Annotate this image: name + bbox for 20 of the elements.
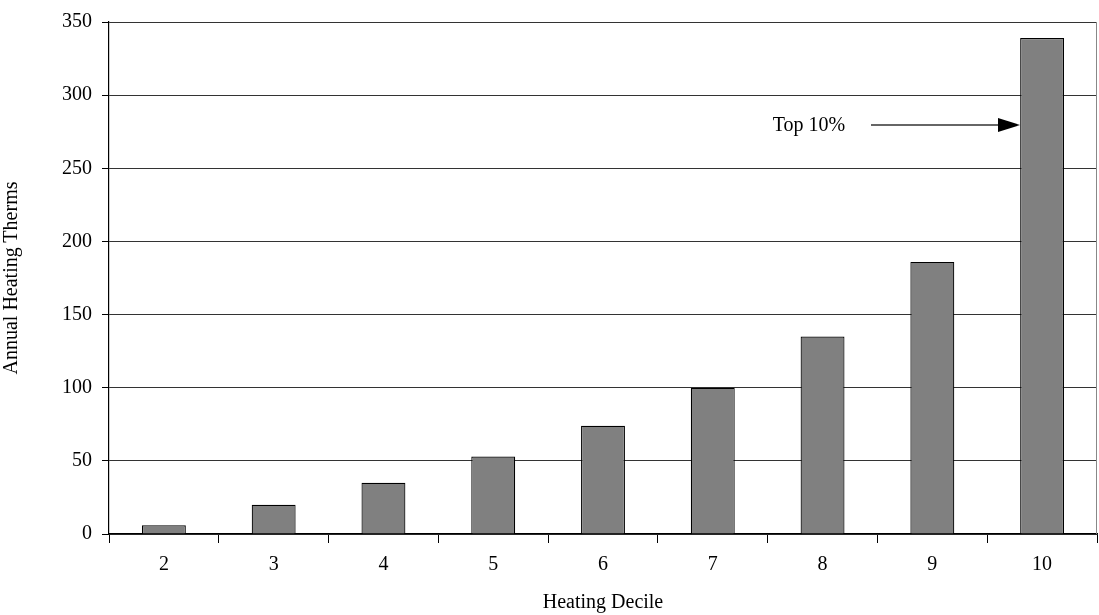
- annotation: Top 10%: [772, 112, 846, 136]
- y-tick-label: 0: [82, 521, 92, 544]
- y-tick-label: 250: [62, 155, 92, 178]
- y-axis-title: Annual Heating Therms: [0, 181, 23, 375]
- x-axis-title: Heating Decile: [542, 590, 664, 614]
- x-tick-label: 7: [707, 552, 718, 575]
- x-tick-label: 5: [488, 552, 499, 575]
- y-tick-label: 300: [62, 82, 92, 105]
- y-tick-label: 200: [62, 228, 92, 251]
- x-tick-label: 9: [927, 552, 938, 575]
- x-tick-label: 4: [378, 552, 389, 575]
- y-tick-label: 150: [62, 301, 92, 324]
- x-tick-label: 2: [158, 552, 169, 575]
- x-tick-label: 6: [598, 552, 608, 575]
- y-tick-label: 50: [72, 448, 92, 471]
- x-tick-label: 10: [1032, 552, 1053, 575]
- x-tick-label: 3: [268, 552, 279, 575]
- y-tick-label: 350: [62, 9, 92, 32]
- y-tick-label: 100: [62, 374, 92, 397]
- x-tick-label: 8: [817, 552, 828, 575]
